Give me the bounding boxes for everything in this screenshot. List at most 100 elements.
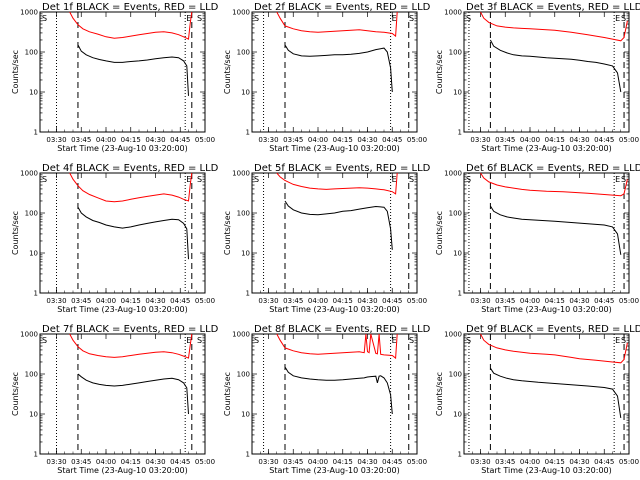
lld-series-line bbox=[69, 11, 193, 40]
start-marker-label: S bbox=[254, 336, 259, 345]
panel-det-8: Det 8f BLACK = Events, RED = LLD 1 10 100 10… bbox=[223, 324, 431, 475]
x-tick-label: 04:15 bbox=[333, 297, 353, 305]
y-tick-label: 10 bbox=[241, 89, 250, 97]
y-tick-label: 1 bbox=[458, 451, 462, 459]
x-tick-label: 04:45 bbox=[170, 458, 190, 466]
panel-title: Det 6f BLACK = Events, RED = LLD bbox=[466, 163, 640, 174]
lld-series-line bbox=[480, 333, 628, 364]
x-tick-label: 03:30 bbox=[470, 297, 490, 305]
x-tick-label: 05:00 bbox=[407, 458, 427, 466]
x-tick-label: 03:30 bbox=[258, 458, 278, 466]
panel-det-2: Det 2f BLACK = Events, RED = LLD 1 10 100 10… bbox=[223, 2, 431, 153]
x-tick-label: 04:00 bbox=[96, 458, 116, 466]
y-tick-label: 100 bbox=[237, 49, 250, 57]
panel-title: Det 5f BLACK = Events, RED = LLD bbox=[254, 163, 431, 174]
x-axis-label: Start Time (23-Aug-10 03:20:00) bbox=[481, 466, 612, 475]
panel-det-7: Det 7f BLACK = Events, RED = LLD 1 10 100 10… bbox=[11, 324, 219, 475]
panel-title: Det 7f BLACK = Events, RED = LLD bbox=[42, 324, 219, 335]
x-tick-label: 03:45 bbox=[71, 458, 91, 466]
y-tick-label: 10 bbox=[453, 89, 462, 97]
y-tick-label: 10 bbox=[241, 411, 250, 419]
x-tick-label: 04:15 bbox=[545, 136, 565, 144]
x-tick-label: 04:15 bbox=[545, 297, 565, 305]
x-tick-label: 04:00 bbox=[308, 458, 328, 466]
lld-series-line bbox=[276, 11, 398, 38]
x-tick-label: 04:45 bbox=[382, 458, 402, 466]
start-marker-label: S bbox=[42, 14, 47, 23]
x-axis-label: Start Time (23-Aug-10 03:20:00) bbox=[57, 466, 188, 475]
lld-series-line bbox=[480, 172, 628, 197]
x-tick-label: 04:00 bbox=[96, 136, 116, 144]
other-marker-label: S bbox=[197, 14, 202, 23]
x-tick-label: 04:00 bbox=[308, 297, 328, 305]
other-marker-label: S bbox=[197, 336, 202, 345]
x-tick-label: 04:30 bbox=[569, 136, 589, 144]
end-marker-label: E bbox=[186, 336, 191, 345]
x-tick-label: 04:30 bbox=[569, 297, 589, 305]
lld-series-line bbox=[69, 172, 193, 203]
events-series-line bbox=[77, 373, 189, 415]
other-marker-label: S bbox=[409, 175, 414, 184]
x-axis-label: Start Time (23-Aug-10 03:20:00) bbox=[269, 305, 400, 314]
y-axis-label: Counts/sec bbox=[11, 211, 20, 255]
x-tick-label: 05:00 bbox=[195, 297, 215, 305]
y-axis-label: Counts/sec bbox=[223, 211, 232, 255]
x-tick-label: 04:45 bbox=[594, 458, 614, 466]
end-marker-label: E bbox=[392, 336, 397, 345]
x-tick-label: 04:00 bbox=[520, 136, 540, 144]
events-series-line bbox=[489, 205, 622, 255]
y-tick-label: 100 bbox=[237, 210, 250, 218]
lld-series-line bbox=[69, 333, 193, 359]
x-tick-label: 04:00 bbox=[96, 297, 116, 305]
x-tick-label: 03:45 bbox=[495, 136, 515, 144]
x-tick-label: 03:30 bbox=[258, 297, 278, 305]
end-marker-label: E bbox=[615, 14, 620, 23]
x-tick-label: 04:30 bbox=[357, 458, 377, 466]
y-tick-label: 100 bbox=[25, 210, 38, 218]
x-tick-label: 04:45 bbox=[382, 297, 402, 305]
panel-det-9: Det 9f BLACK = Events, RED = LLD 1 10 100 10… bbox=[435, 324, 640, 475]
events-series-line bbox=[284, 366, 393, 415]
x-axis-label: Start Time (23-Aug-10 03:20:00) bbox=[57, 305, 188, 314]
x-tick-label: 04:00 bbox=[520, 297, 540, 305]
x-tick-label: 03:45 bbox=[495, 458, 515, 466]
y-tick-label: 100 bbox=[449, 49, 462, 57]
events-series-line bbox=[489, 367, 622, 418]
events-series-line bbox=[77, 206, 189, 260]
y-tick-label: 100 bbox=[25, 49, 38, 57]
x-tick-label: 04:15 bbox=[121, 136, 141, 144]
x-tick-label: 04:15 bbox=[333, 458, 353, 466]
y-axis-label: Counts/sec bbox=[435, 211, 444, 255]
x-tick-label: 04:30 bbox=[357, 136, 377, 144]
y-axis-label: Counts/sec bbox=[11, 372, 20, 416]
x-tick-label: 03:30 bbox=[258, 136, 278, 144]
x-tick-label: 03:45 bbox=[283, 136, 303, 144]
start-marker-label: S bbox=[466, 336, 471, 345]
panel-title: Det 8f BLACK = Events, RED = LLD bbox=[254, 324, 431, 335]
x-tick-label: 04:45 bbox=[594, 136, 614, 144]
x-tick-label: 05:00 bbox=[407, 297, 427, 305]
panel-title: Det 3f BLACK = Events, RED = LLD bbox=[466, 2, 640, 13]
x-tick-label: 04:45 bbox=[170, 136, 190, 144]
x-tick-label: 04:30 bbox=[569, 458, 589, 466]
x-tick-label: 03:30 bbox=[470, 458, 490, 466]
x-tick-label: 04:45 bbox=[170, 297, 190, 305]
other-marker-label: S bbox=[621, 14, 626, 23]
y-tick-label: 1000 bbox=[444, 331, 462, 339]
x-tick-label: 05:00 bbox=[619, 458, 639, 466]
x-tick-label: 04:15 bbox=[121, 297, 141, 305]
x-tick-label: 04:00 bbox=[520, 458, 540, 466]
panel-title: Det 4f BLACK = Events, RED = LLD bbox=[42, 163, 219, 174]
y-tick-label: 1000 bbox=[232, 331, 250, 339]
other-marker-label: S bbox=[197, 175, 202, 184]
x-tick-label: 04:30 bbox=[145, 297, 165, 305]
y-tick-label: 10 bbox=[453, 250, 462, 258]
end-marker-label: E bbox=[615, 336, 620, 345]
x-tick-label: 03:45 bbox=[495, 297, 515, 305]
panel-title: Det 1f BLACK = Events, RED = LLD bbox=[42, 2, 219, 13]
panel-det-6: Det 6f BLACK = Events, RED = LLD 1 10 100 10… bbox=[435, 163, 640, 314]
x-tick-label: 05:00 bbox=[407, 136, 427, 144]
y-tick-label: 1000 bbox=[444, 9, 462, 17]
start-marker-label: S bbox=[466, 14, 471, 23]
